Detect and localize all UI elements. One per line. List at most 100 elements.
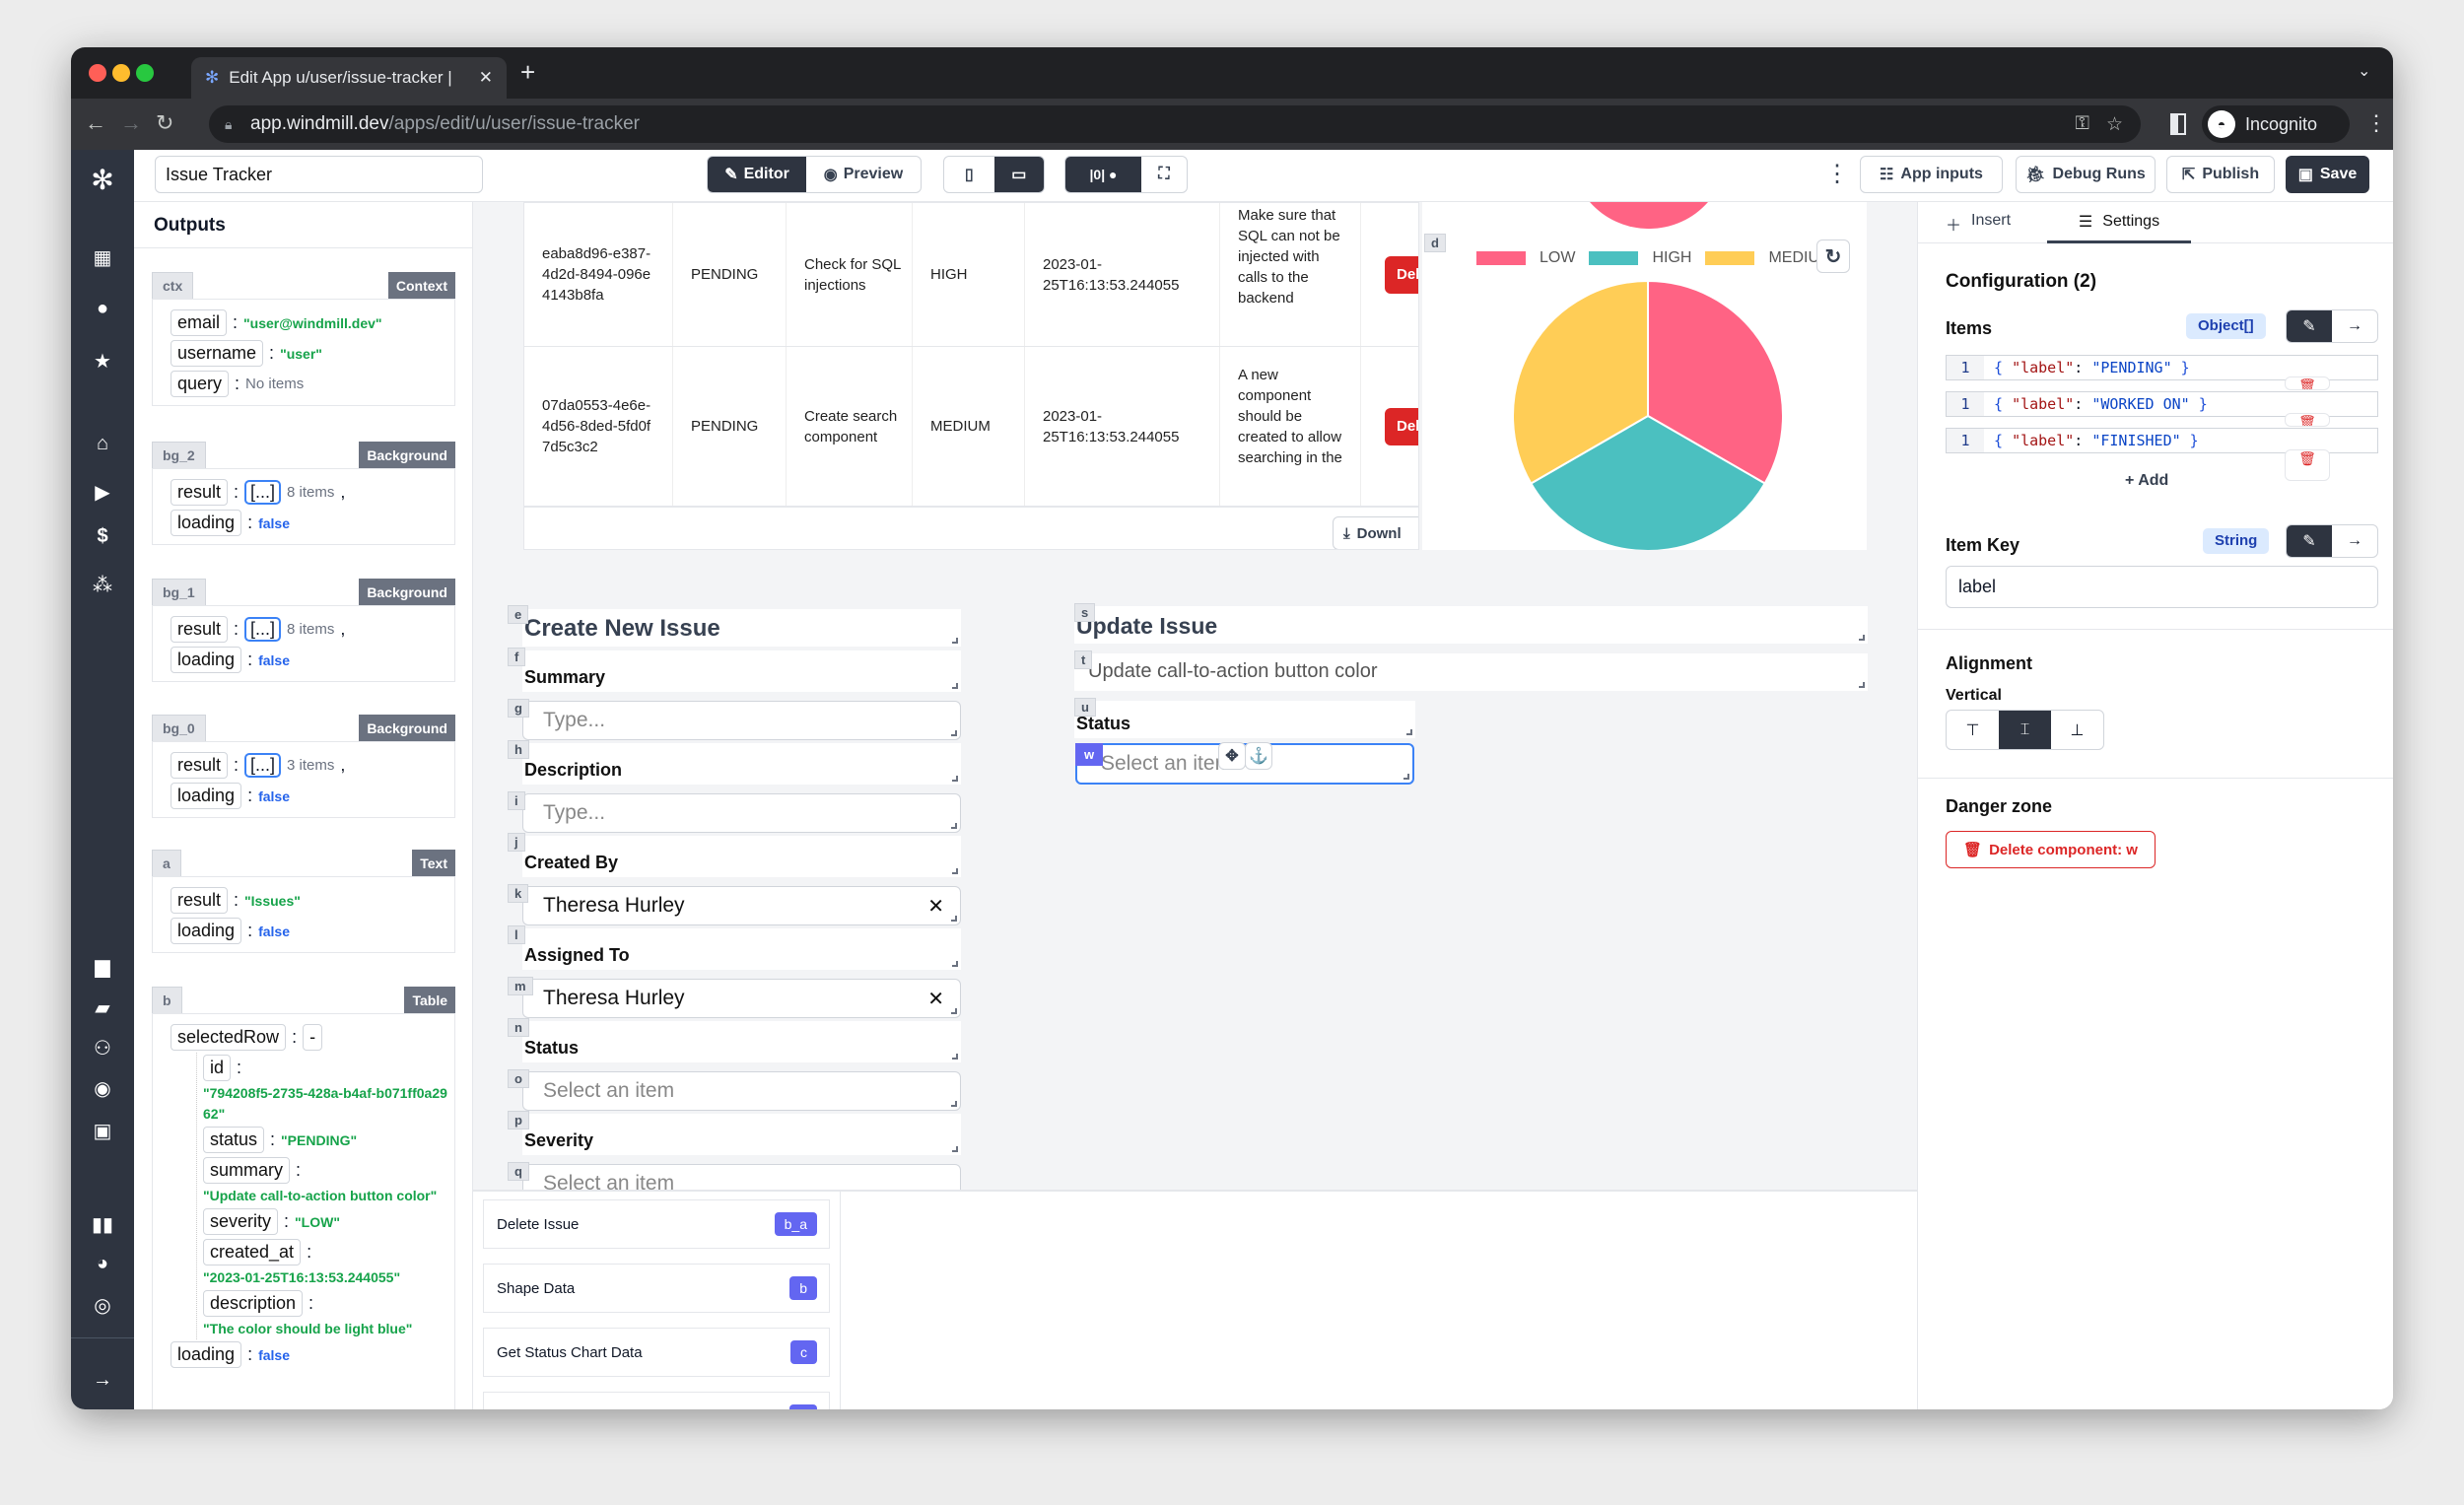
clear-selection-icon[interactable]: ✕ [927, 895, 944, 918]
forward-icon[interactable]: → [120, 110, 142, 135]
tab-search-chevron-icon[interactable]: ⌄ [2358, 63, 2371, 80]
refresh-icon[interactable]: ↻ [1816, 239, 1850, 273]
save-button[interactable]: ▣ Save [2286, 156, 2369, 193]
expand-array-button[interactable]: [...] [244, 617, 282, 642]
clear-selection-icon[interactable]: ✕ [927, 988, 944, 1010]
component-tag[interactable]: q [508, 1162, 529, 1181]
pie-slice-high[interactable] [1529, 414, 1767, 550]
github-icon[interactable]: ◎ [94, 1295, 111, 1317]
input-assigned-to[interactable]: Theresa Hurley ✕ [522, 979, 961, 1018]
item-key-input[interactable]: label [1946, 566, 2378, 608]
output-key[interactable]: username [171, 340, 264, 367]
fullscreen-icon[interactable]: ⛶ [1158, 166, 1170, 182]
user-icon[interactable]: ● [96, 298, 109, 319]
grid-layout-icon[interactable]: |0| ● [1065, 157, 1141, 192]
desktop-view-icon[interactable]: ▭ [993, 157, 1044, 192]
new-tab-button[interactable]: + [520, 57, 536, 87]
output-key[interactable]: result [171, 479, 229, 506]
item-json-editor[interactable]: 1{ "label": "PENDING" } [1946, 355, 2378, 380]
runnable-item[interactable]: Get Severity Chart Data d [483, 1392, 830, 1409]
side-panel-icon[interactable] [2170, 113, 2186, 135]
minimize-window-button[interactable] [112, 64, 130, 82]
book-icon[interactable]: ▮▮ [91, 1214, 113, 1236]
component-tag[interactable]: d [1424, 234, 1446, 252]
component-tag[interactable]: k [508, 884, 529, 903]
component-id[interactable]: bg_0 [152, 715, 206, 742]
align-center-icon[interactable]: ⌶ [1999, 711, 2051, 749]
input-created-by[interactable]: Theresa Hurley ✕ [522, 886, 961, 925]
close-tab-icon[interactable]: ✕ [478, 68, 493, 87]
delete-row-button[interactable]: Del [1385, 408, 1418, 445]
component-id[interactable]: a [152, 850, 181, 877]
preview-tab[interactable]: ◉ Preview [806, 165, 921, 184]
align-top-icon[interactable]: ⊤ [1965, 721, 1980, 739]
discord-icon[interactable]: ◕ [96, 1253, 109, 1274]
browser-tab[interactable]: ✻ Edit App u/user/issue-tracker | ✕ [191, 57, 507, 99]
input-description[interactable]: Type... [522, 793, 961, 833]
output-key[interactable]: result [171, 887, 229, 914]
item-json-editor[interactable]: 1{ "label": "FINISHED" } [1946, 428, 2378, 453]
runnable-item[interactable]: Get Status Chart Data c [483, 1328, 830, 1377]
cubes-icon[interactable]: ⁂ [93, 575, 112, 596]
settings-tab[interactable]: ☰ Settings [2047, 202, 2191, 243]
output-key[interactable]: loading [171, 783, 242, 809]
component-id[interactable]: bg_1 [152, 579, 206, 606]
delete-component-button[interactable]: 🗑︎ Delete component: w [1946, 831, 2156, 868]
play-icon[interactable]: ▶ [95, 482, 110, 504]
component-id[interactable]: b [152, 987, 182, 1014]
reload-icon[interactable]: ↻ [156, 110, 174, 135]
output-key[interactable]: selectedRow [171, 1024, 287, 1051]
delete-item-icon[interactable]: 🗑︎ [2285, 449, 2330, 481]
mobile-view-icon[interactable]: ▯ [964, 167, 974, 183]
component-id[interactable]: bg_2 [152, 442, 206, 469]
output-key[interactable]: id [203, 1055, 232, 1081]
component-tag[interactable]: t [1074, 650, 1093, 669]
output-key[interactable]: loading [171, 647, 242, 673]
table-row[interactable]: eaba8d96-e387-4d2d-8494-096e4143b8fa PEND… [524, 203, 1418, 347]
windmill-logo-icon[interactable]: ✻ [91, 165, 114, 195]
connect-arrow-icon[interactable]: → [2347, 532, 2362, 549]
output-key[interactable]: description [203, 1290, 304, 1317]
debug-runs-button[interactable]: 🐞︎ Debug Runs [2016, 156, 2156, 193]
connect-arrow-icon[interactable]: → [2347, 317, 2362, 334]
output-key[interactable]: result [171, 616, 229, 643]
pie-slice-medium[interactable] [1512, 279, 1649, 485]
component-tag[interactable]: e [508, 605, 529, 624]
output-key[interactable]: loading [171, 918, 242, 944]
runnable-item[interactable]: Delete Issue b_a [483, 1199, 830, 1249]
calendar-icon[interactable]: ▆ [95, 956, 110, 978]
expand-array-button[interactable]: [...] [244, 480, 282, 505]
output-key[interactable]: email [171, 309, 228, 336]
component-tag[interactable]: l [508, 925, 525, 944]
publish-button[interactable]: ⇱ Publish [2166, 156, 2275, 193]
output-key[interactable]: loading [171, 510, 242, 536]
more-options-icon[interactable]: ⋮ [1825, 161, 1849, 187]
output-key[interactable]: result [171, 752, 229, 779]
expand-array-button[interactable]: [...] [244, 753, 282, 778]
component-tag[interactable]: j [508, 833, 525, 852]
component-tag[interactable]: w [1075, 743, 1104, 766]
delete-item-icon[interactable]: 🗑︎ [2285, 376, 2330, 390]
output-key[interactable]: query [171, 371, 230, 397]
item-json-editor[interactable]: 1{ "label": "WORKED ON" } [1946, 391, 2378, 417]
close-window-button[interactable] [89, 64, 106, 82]
input-status[interactable]: Select an item [522, 1071, 961, 1111]
editor-tab[interactable]: ✎ Editor [708, 157, 806, 192]
component-tag[interactable]: u [1074, 698, 1096, 717]
input-severity[interactable]: Select an item [522, 1164, 961, 1190]
output-key[interactable]: created_at [203, 1239, 302, 1266]
component-tag[interactable]: f [508, 648, 526, 666]
url-input[interactable]: 🔒︎ app.windmill.dev/apps/edit/u/user/iss… [209, 105, 2141, 143]
delete-item-icon[interactable]: 🗑︎ [2285, 413, 2330, 427]
output-key[interactable]: status [203, 1127, 265, 1153]
table-row[interactable]: 07da0553-4e6e-4d56-8ded-5fd0f7d5c3c2 PEND… [524, 347, 1418, 507]
insert-tab[interactable]: ＋ Insert [1946, 212, 2011, 236]
collapse-toggle[interactable]: - [303, 1024, 323, 1051]
building-icon[interactable]: ▦ [93, 247, 112, 269]
app-title-input[interactable]: Issue Tracker [155, 156, 483, 193]
runnable-item[interactable]: Shape Data b [483, 1264, 830, 1313]
profile-button[interactable]: ◓ Incognito [2202, 105, 2350, 143]
folder-icon[interactable]: ▰ [95, 997, 110, 1019]
align-bottom-icon[interactable]: ⊥ [2070, 721, 2085, 739]
back-icon[interactable]: ← [85, 110, 106, 135]
